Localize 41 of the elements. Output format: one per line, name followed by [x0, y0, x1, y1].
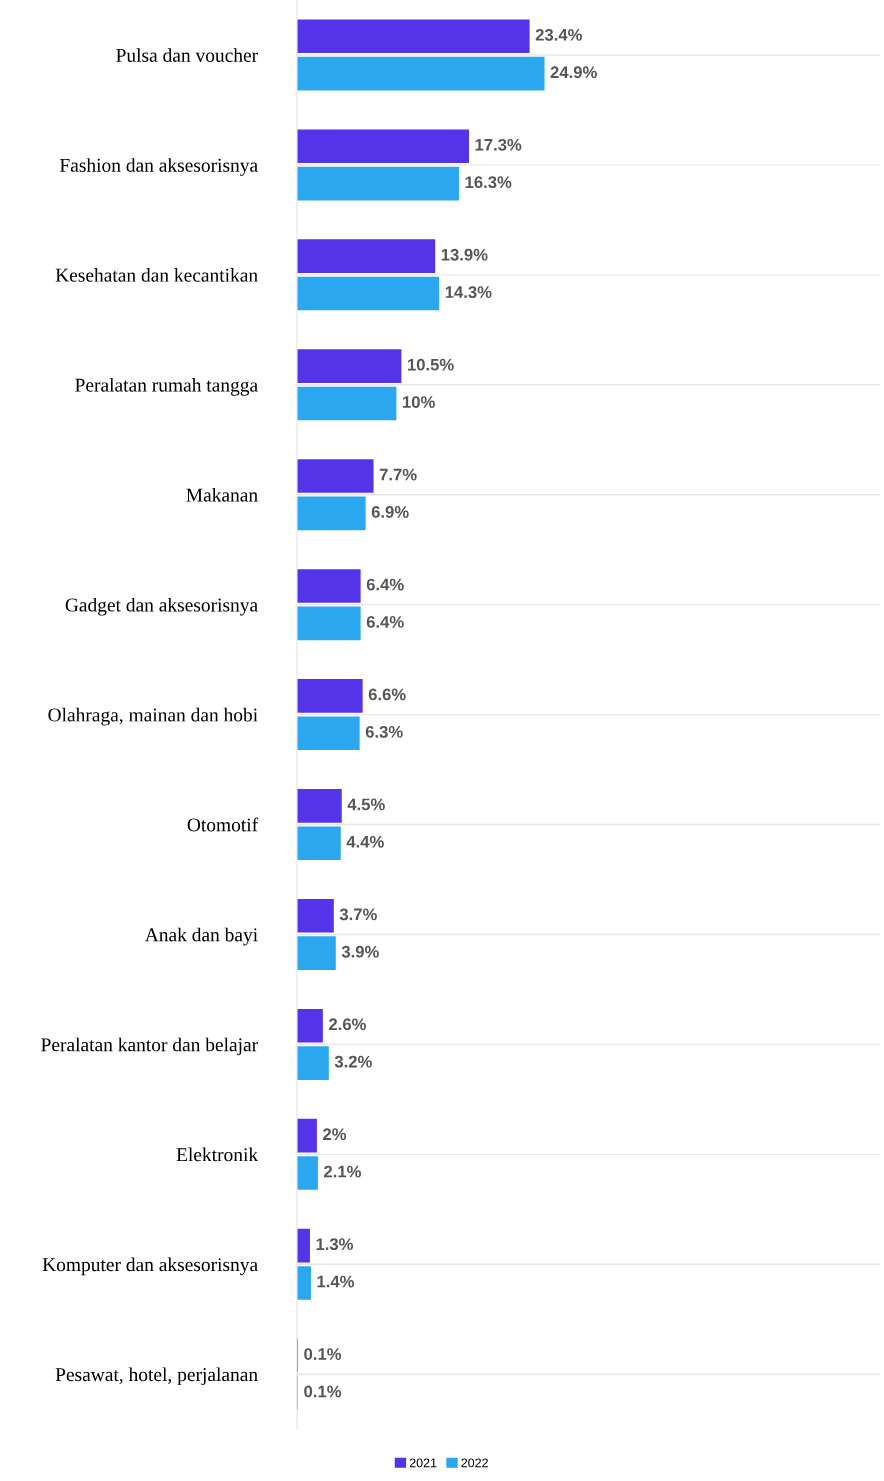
data-label: 3.9% — [341, 945, 379, 958]
legend-label: 2022 — [461, 1458, 488, 1468]
y-tick-label: Pulsa dan voucher — [116, 48, 258, 62]
data-label: 24.9% — [550, 66, 597, 79]
y-tick-label: Pesawat, hotel, perjalanan — [55, 1367, 258, 1386]
data-label: 1.3% — [316, 1238, 354, 1251]
y-tick-label: Gadget dan aksesorisnya — [65, 597, 258, 616]
data-label: 4.5% — [347, 798, 385, 811]
data-label: 13.9% — [441, 248, 488, 261]
data-label: 3.2% — [334, 1055, 372, 1068]
data-label: 16.3% — [465, 176, 512, 189]
y-tick-label: Anak dan bayi — [144, 927, 258, 946]
data-label: 2.6% — [329, 1018, 366, 1031]
data-label: 0.1% — [304, 1385, 342, 1398]
data-label: 0.1% — [304, 1348, 342, 1360]
data-label: 4.4% — [346, 835, 384, 848]
data-label: 2% — [323, 1128, 347, 1141]
data-label: 6.3% — [365, 725, 403, 738]
data-label: 23.4% — [535, 28, 582, 41]
data-label: 17.3% — [475, 138, 522, 151]
legend-label: 2021 — [409, 1458, 437, 1468]
data-label: 6.6% — [368, 688, 406, 701]
data-label: 2.1% — [324, 1165, 361, 1178]
y-tick-label: Komputer dan aksesorisnya — [42, 1257, 258, 1276]
data-label: 6.4% — [366, 578, 404, 591]
data-label: 3.7% — [339, 908, 377, 921]
y-tick-label: Otomotif — [187, 817, 259, 832]
data-label: 10.5% — [407, 358, 454, 371]
data-label: 6.9% — [371, 506, 409, 518]
y-tick-label: Kesehatan dan kecantikan — [55, 268, 258, 282]
data-label: 10% — [403, 396, 435, 408]
data-label: 7.7% — [379, 468, 417, 481]
data-label: 6.4% — [366, 616, 404, 628]
data-label: 14.3% — [445, 286, 492, 299]
data-label: 1.4% — [317, 1275, 355, 1288]
y-tick-label: Olahraga, mainan dan hobi — [48, 707, 258, 726]
y-tick-label: Peralatan rumah tangga — [75, 378, 258, 396]
y-tick-label: Makanan — [186, 487, 258, 502]
y-tick-label: Fashion dan aksesorisnya — [59, 158, 258, 176]
y-tick-label: Elektronik — [176, 1147, 259, 1162]
y-tick-label: Peralatan kantor dan belajar — [41, 1037, 258, 1056]
